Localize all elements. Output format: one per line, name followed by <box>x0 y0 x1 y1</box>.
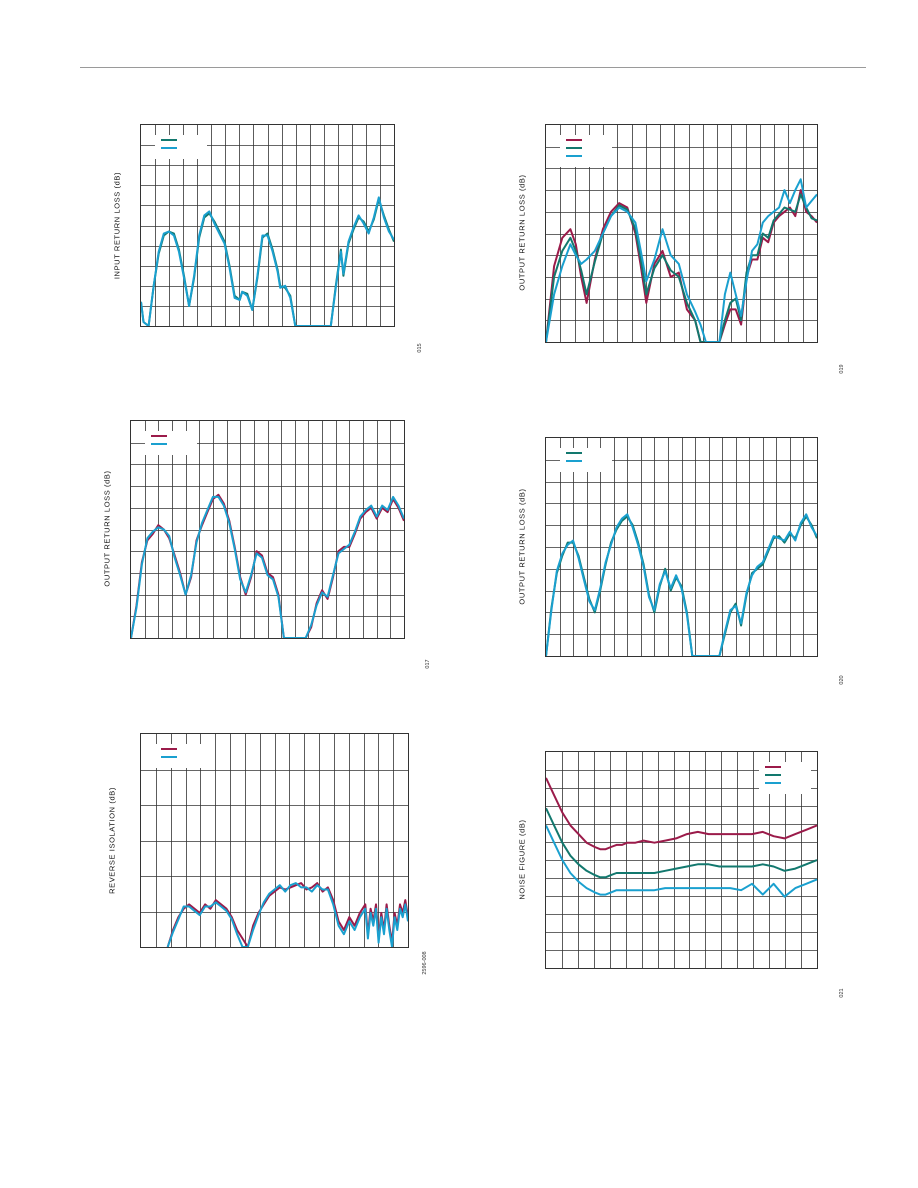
chart-output-return-loss-2 <box>130 420 405 639</box>
legend-swatch <box>161 756 177 758</box>
chart-noise-figure <box>545 751 818 969</box>
legend-swatch <box>765 766 781 768</box>
series-line <box>141 196 394 326</box>
figure-number: 015 <box>417 343 423 353</box>
chart-svg <box>546 438 817 656</box>
legend-swatch <box>151 443 167 445</box>
y-axis-label: OUTPUT RETURN LOSS (dB) <box>517 488 527 605</box>
legend-swatch <box>161 139 177 141</box>
y-axis-label: OUTPUT RETURN LOSS (dB) <box>102 470 112 587</box>
series-line <box>131 495 404 638</box>
legend-swatch <box>765 782 781 784</box>
legend <box>560 448 612 472</box>
figure-number: 021 <box>839 988 845 998</box>
figure-number: 020 <box>839 675 845 685</box>
series-line <box>546 824 817 898</box>
legend <box>155 135 207 159</box>
legend-swatch <box>566 139 582 141</box>
chart-svg <box>546 125 817 342</box>
chart-svg <box>546 752 817 968</box>
chart-svg <box>141 734 408 947</box>
legend-swatch <box>566 155 582 157</box>
series-line <box>546 178 817 342</box>
legend <box>560 135 612 167</box>
chart-output-return-loss-1 <box>545 124 818 343</box>
legend-swatch <box>161 748 177 750</box>
legend-swatch <box>151 435 167 437</box>
series-line <box>141 198 394 326</box>
series-line <box>546 807 817 879</box>
legend-swatch <box>566 452 582 454</box>
figure-number: 019 <box>839 364 845 374</box>
y-axis-label: NOISE FIGURE (dB) <box>517 819 527 900</box>
header-rule <box>80 67 866 68</box>
series-line <box>546 513 817 656</box>
series-line <box>166 882 408 947</box>
figure-number: 2596-008 <box>422 951 428 975</box>
series-line <box>546 777 817 851</box>
series-line <box>546 193 817 342</box>
chart-output-return-loss-3 <box>545 437 818 657</box>
legend-swatch <box>566 147 582 149</box>
legend <box>155 744 207 768</box>
chart-svg <box>131 421 404 638</box>
legend <box>759 762 811 794</box>
legend-swatch <box>161 147 177 149</box>
y-axis-label: REVERSE ISOLATION (dB) <box>107 787 117 894</box>
chart-reverse-isolation <box>140 733 409 948</box>
chart-svg <box>141 125 394 326</box>
figure-number: 017 <box>425 659 431 669</box>
legend-swatch <box>566 460 582 462</box>
y-axis-label: INPUT RETURN LOSS (dB) <box>112 171 122 280</box>
y-axis-label: OUTPUT RETURN LOSS (dB) <box>517 174 527 291</box>
chart-input-return-loss <box>140 124 395 327</box>
legend <box>145 431 197 455</box>
legend-swatch <box>765 774 781 776</box>
